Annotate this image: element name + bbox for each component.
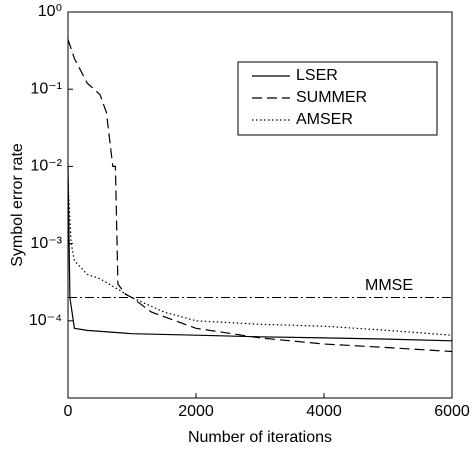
x-tick-label: 0	[64, 403, 73, 420]
series-line	[67, 166, 453, 342]
series-line	[67, 39, 453, 353]
x-tick-label: 6000	[434, 403, 470, 420]
y-tick-label: 10⁰	[38, 3, 62, 20]
x-axis-label: Number of iterations	[188, 429, 332, 446]
y-tick-label: 10⁻²	[30, 158, 62, 175]
y-axis-label: Symbol error rate	[9, 143, 26, 267]
reference-label: MMSE	[365, 277, 413, 294]
x-tick-label: 2000	[178, 403, 214, 420]
series-line	[67, 183, 453, 336]
y-tick-label: 10⁻¹	[30, 80, 62, 97]
legend-label: AMSER	[296, 111, 353, 128]
y-tick-label: 10⁻⁴	[29, 312, 62, 329]
legend-label: SUMMER	[296, 89, 367, 106]
y-tick-label: 10⁻³	[30, 235, 62, 252]
legend-label: LSER	[296, 67, 338, 84]
x-tick-label: 4000	[306, 403, 342, 420]
